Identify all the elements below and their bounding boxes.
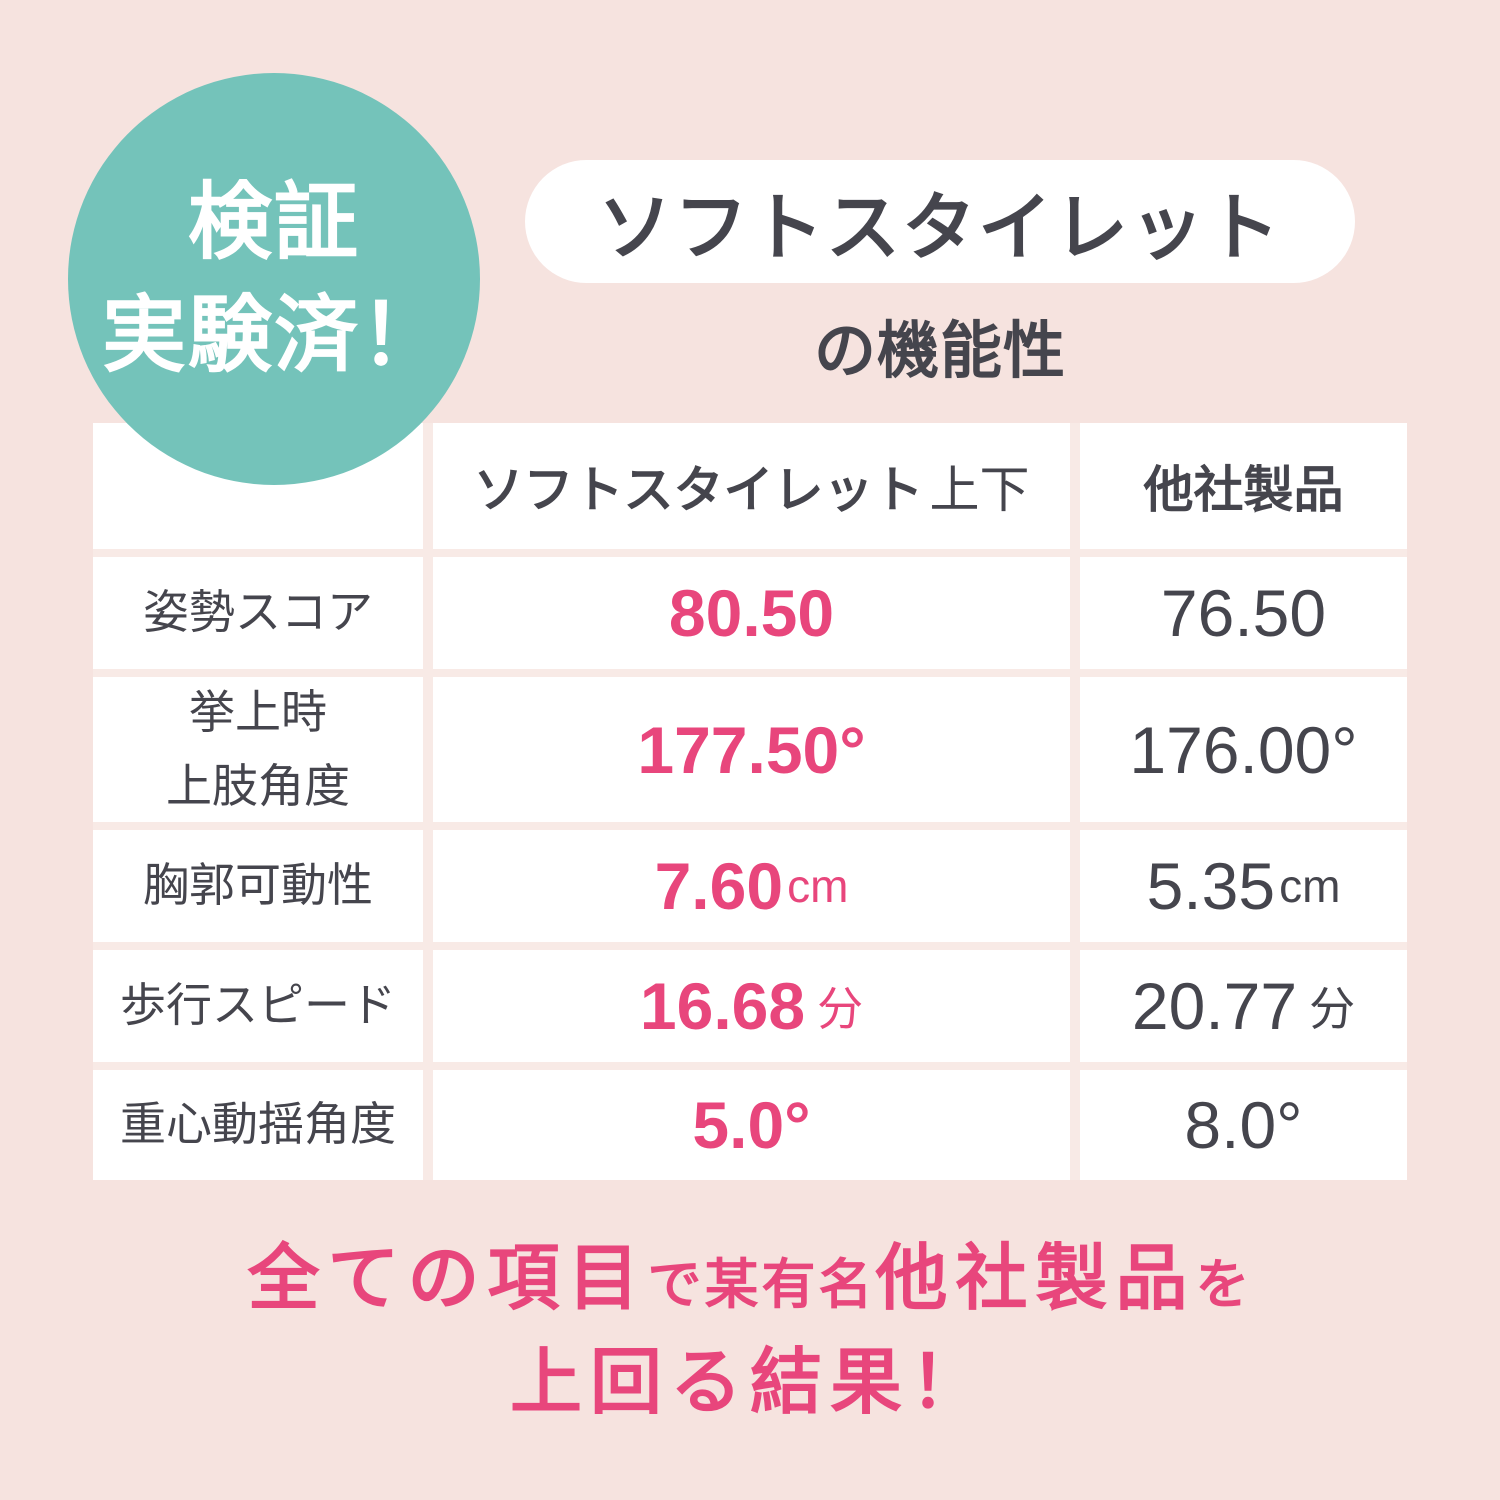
verified-badge-line1: 検証	[187, 174, 360, 269]
comparison-table: ソフトスタイレット 上下 他社製品 姿勢スコア 80.50 76.50 挙上時 …	[93, 423, 1407, 1180]
value-other-arm-angle: 176.00°	[1080, 677, 1407, 822]
row-label-chest-mobility: 胸郭可動性	[93, 830, 423, 942]
value-other-walking-speed: 20.77 分	[1080, 950, 1407, 1062]
footer-claim: 全ての項目で某有名他社製品を 上回る結果！	[0, 1243, 1500, 1419]
page-subtitle: の機能性	[813, 317, 1066, 386]
footer-seg-wo: を	[1195, 1255, 1253, 1315]
value-other-sway-angle: 8.0°	[1080, 1070, 1407, 1180]
value-ours-chest-mobility: 7.60 cm	[433, 830, 1070, 942]
value-other-chest-mobility: 5.35 cm	[1080, 830, 1407, 942]
table-header-ours-name: ソフトスタイレット	[473, 462, 924, 518]
table-header-ours-suffix: 上下	[929, 462, 1030, 518]
table-header-ours: ソフトスタイレット 上下	[433, 423, 1070, 549]
verified-badge-line2: 実験済！	[101, 288, 446, 382]
row-label-walking-speed: 歩行スピード	[93, 950, 423, 1062]
verified-badge: 検証 実験済！	[68, 73, 480, 485]
value-other-posture-score: 76.50	[1080, 557, 1407, 669]
footer-seg-all-items: 全ての項目	[247, 1239, 648, 1319]
row-label-arm-angle: 挙上時 上肢角度	[93, 677, 423, 822]
product-title: ソフトスタイレット	[598, 186, 1282, 269]
footer-claim-line2: 上回る結果！	[509, 1343, 990, 1423]
value-ours-sway-angle: 5.0°	[433, 1070, 1070, 1180]
row-label-sway-angle: 重心動揺角度	[93, 1070, 423, 1180]
table-header-other: 他社製品	[1080, 423, 1407, 549]
product-title-pill: ソフトスタイレット	[525, 160, 1355, 283]
footer-claim-line1: 全ての項目で某有名他社製品を	[0, 1243, 1500, 1315]
value-ours-walking-speed: 16.68 分	[433, 950, 1070, 1062]
footer-seg-other-product: 他社製品	[875, 1239, 1196, 1319]
value-ours-posture-score: 80.50	[433, 557, 1070, 669]
row-label-posture-score: 姿勢スコア	[93, 557, 423, 669]
value-ours-arm-angle: 177.50°	[433, 677, 1070, 822]
footer-seg-de-certain: で某有名	[647, 1255, 876, 1315]
